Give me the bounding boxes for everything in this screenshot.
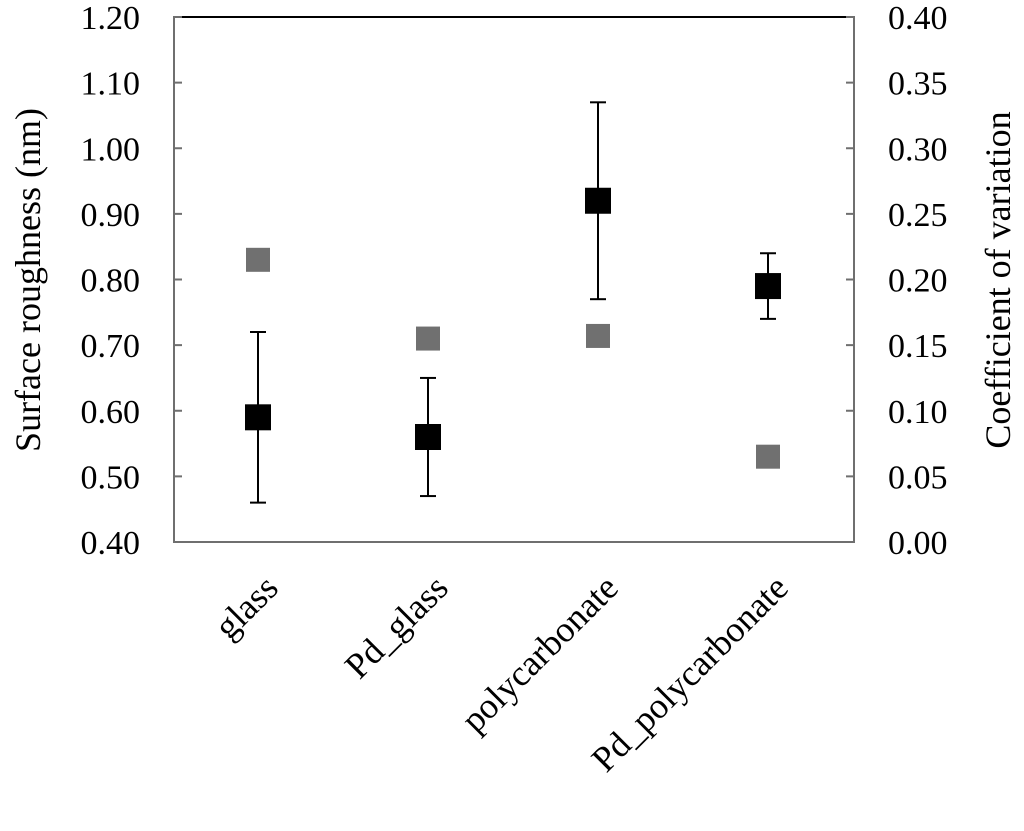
y-tick-label: 0.60 bbox=[81, 394, 141, 431]
x-category-label: glass bbox=[206, 567, 285, 646]
x-axis-categories: glass Pd_glasspolycarbonatePd_polycarbona… bbox=[206, 567, 795, 779]
y-tick-label: 0.70 bbox=[81, 328, 141, 365]
y-tick-label: 0.50 bbox=[81, 459, 141, 496]
y-tick-label: 0.40 bbox=[81, 525, 141, 562]
y2-tick-label: 0.40 bbox=[888, 0, 948, 37]
y2-tick-label: 0.25 bbox=[888, 197, 948, 234]
roughness-marker bbox=[415, 424, 441, 450]
x-category-label: polycarbonate bbox=[453, 567, 625, 739]
y-tick-label: 1.00 bbox=[81, 131, 141, 168]
y-tick-label: 1.10 bbox=[81, 66, 141, 103]
plot-area bbox=[173, 16, 855, 543]
x-category-label: Pd_glass bbox=[337, 567, 456, 686]
y2-axis-title: Coefficient of variation bbox=[978, 111, 1018, 448]
left-axis: 0.40 0.50 0.60 0.70 0.80 0.90 1.00 1.10 1.20 bbox=[81, 0, 182, 562]
y2-tick-label: 0.35 bbox=[888, 66, 948, 103]
y-axis-title: Surface roughness (nm) bbox=[8, 108, 48, 452]
y2-tick-label: 0.20 bbox=[888, 263, 948, 300]
roughness-marker bbox=[755, 273, 781, 300]
roughness-marker bbox=[585, 187, 611, 214]
y2-tick-label: 0.15 bbox=[888, 328, 948, 365]
y-tick-label: 0.80 bbox=[81, 263, 141, 300]
cv-marker bbox=[246, 247, 270, 272]
data-marks bbox=[245, 101, 781, 504]
y2-tick-label: 0.05 bbox=[888, 459, 948, 496]
cv-marker bbox=[416, 326, 440, 351]
y2-tick-label: 0.10 bbox=[888, 394, 948, 431]
y2-tick-label: 0.00 bbox=[888, 525, 948, 562]
y2-tick-label: 0.30 bbox=[888, 131, 948, 168]
y-tick-label: 1.20 bbox=[81, 0, 141, 37]
cv-marker bbox=[756, 444, 780, 469]
y-tick-label: 0.90 bbox=[81, 197, 141, 234]
right-axis: 0.00 0.05 0.10 0.15 0.20 0.25 0.30 0.35 0.40 bbox=[846, 0, 948, 562]
roughness-marker bbox=[245, 404, 271, 431]
cv-marker bbox=[586, 323, 610, 348]
